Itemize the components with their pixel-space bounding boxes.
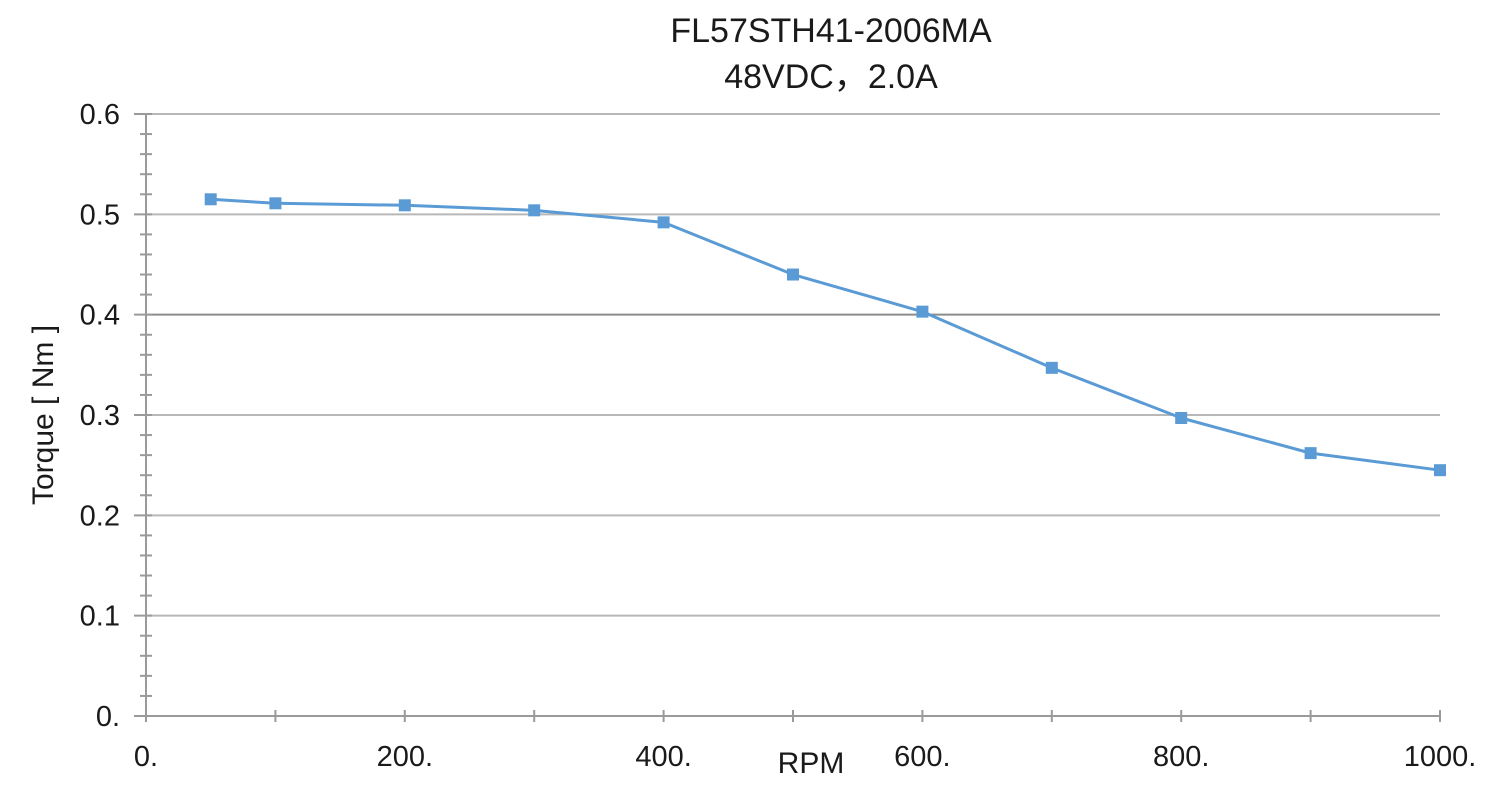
data-point-marker	[204, 193, 217, 206]
data-point-marker	[1434, 464, 1446, 477]
y-axis-label: Torque [ Nm ]	[27, 325, 60, 505]
data-point-marker	[787, 268, 799, 281]
gridlines	[146, 113, 1440, 617]
series-line	[210, 197, 1441, 472]
data-point-marker	[916, 305, 929, 318]
y-tick-label: 0.3	[80, 400, 120, 432]
x-tick-label: 600.	[894, 741, 950, 773]
data-point-marker	[398, 199, 411, 212]
x-tick-label: 0.	[134, 741, 158, 773]
data-point-marker	[528, 204, 541, 217]
y-tick-label: 0.	[96, 701, 120, 733]
x-axis-label: RPM	[778, 747, 845, 780]
tick-labels: 0. 0.1 0.2 0.3 0.4 0.5 0.6 0. 200. 400. 600. 800. 10…	[80, 99, 1477, 773]
axes	[134, 113, 1441, 722]
x-tick-label: 200.	[377, 741, 433, 773]
data-series	[204, 193, 1446, 477]
chart-title: FL57STH41-2006MA	[670, 12, 992, 50]
y-tick-label: 0.5	[80, 199, 120, 231]
data-point-marker	[1045, 361, 1058, 374]
data-point-marker	[1175, 412, 1188, 425]
x-tick-label: 800.	[1153, 741, 1209, 773]
y-tick-label: 0.6	[80, 99, 120, 131]
data-point-marker	[1304, 447, 1317, 460]
y-tick-label: 0.4	[80, 300, 120, 332]
chart-subtitle: 48VDC，2.0A	[724, 58, 938, 96]
x-tick-label: 1000.	[1404, 741, 1477, 773]
data-point-marker	[657, 216, 670, 229]
y-tick-label: 0.1	[80, 601, 120, 633]
y-tick-label: 0.2	[80, 500, 120, 532]
data-point-marker	[269, 197, 282, 210]
x-tick-label: 400.	[635, 741, 691, 773]
